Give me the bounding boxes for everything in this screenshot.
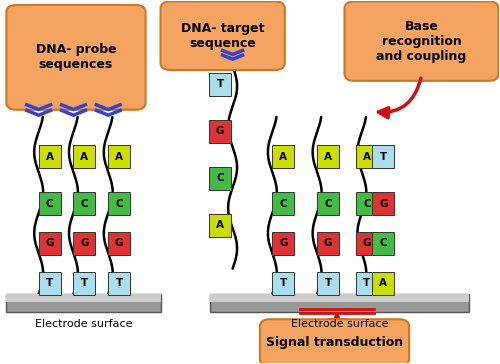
Text: C: C [46,199,54,209]
FancyBboxPatch shape [272,145,294,168]
FancyBboxPatch shape [108,232,130,255]
FancyBboxPatch shape [317,145,339,168]
Text: C: C [380,238,387,248]
Text: Signal transduction: Signal transduction [266,336,403,349]
Text: G: G [46,238,54,248]
Text: C: C [116,199,123,209]
FancyBboxPatch shape [372,145,394,168]
FancyBboxPatch shape [356,232,378,255]
Text: G: G [279,238,287,248]
Text: A: A [216,220,224,230]
FancyBboxPatch shape [372,272,394,294]
Text: T: T [280,278,287,288]
FancyBboxPatch shape [108,145,130,168]
FancyBboxPatch shape [38,232,60,255]
Text: C: C [324,199,332,209]
FancyBboxPatch shape [210,294,469,302]
FancyBboxPatch shape [272,272,294,294]
FancyBboxPatch shape [74,272,96,294]
FancyBboxPatch shape [272,192,294,215]
Text: G: G [379,199,388,209]
Text: A: A [363,152,371,162]
Text: A: A [280,152,287,162]
FancyBboxPatch shape [209,167,231,190]
Text: T: T [216,79,224,90]
Text: T: T [380,152,387,162]
FancyBboxPatch shape [260,319,409,364]
FancyBboxPatch shape [108,272,130,294]
Text: G: G [362,238,371,248]
FancyBboxPatch shape [209,120,231,143]
Text: T: T [81,278,88,288]
FancyBboxPatch shape [210,294,469,312]
FancyBboxPatch shape [356,272,378,294]
FancyBboxPatch shape [317,272,339,294]
Text: A: A [80,152,88,162]
FancyBboxPatch shape [356,145,378,168]
FancyBboxPatch shape [317,232,339,255]
FancyBboxPatch shape [344,1,498,81]
FancyBboxPatch shape [108,192,130,215]
FancyArrowPatch shape [378,78,421,118]
Text: C: C [363,199,370,209]
FancyBboxPatch shape [6,294,160,302]
FancyBboxPatch shape [74,232,96,255]
FancyBboxPatch shape [160,1,285,70]
Text: A: A [46,152,54,162]
FancyBboxPatch shape [209,73,231,96]
Text: T: T [363,278,370,288]
FancyBboxPatch shape [6,5,145,110]
Text: G: G [216,126,224,136]
Text: Base
recognition
and coupling: Base recognition and coupling [376,20,466,63]
Text: C: C [80,199,88,209]
Text: DNA- probe
sequences: DNA- probe sequences [36,43,117,71]
Text: C: C [216,173,224,183]
FancyBboxPatch shape [74,145,96,168]
FancyBboxPatch shape [372,192,394,215]
FancyBboxPatch shape [317,192,339,215]
Text: A: A [324,152,332,162]
Text: G: G [80,238,88,248]
FancyBboxPatch shape [209,214,231,237]
Text: G: G [115,238,124,248]
Text: A: A [380,278,388,288]
FancyBboxPatch shape [38,145,60,168]
Text: T: T [324,278,332,288]
Text: T: T [116,278,123,288]
FancyBboxPatch shape [38,192,60,215]
Text: Electrode surface: Electrode surface [291,319,388,329]
Text: Electrode surface: Electrode surface [34,319,132,329]
FancyBboxPatch shape [74,192,96,215]
Text: G: G [324,238,332,248]
FancyBboxPatch shape [38,272,60,294]
FancyBboxPatch shape [6,294,160,312]
Text: A: A [115,152,123,162]
FancyBboxPatch shape [372,232,394,255]
FancyBboxPatch shape [272,232,294,255]
Text: DNA- target
sequence: DNA- target sequence [181,22,264,50]
FancyBboxPatch shape [356,192,378,215]
Text: C: C [280,199,287,209]
Text: T: T [46,278,53,288]
